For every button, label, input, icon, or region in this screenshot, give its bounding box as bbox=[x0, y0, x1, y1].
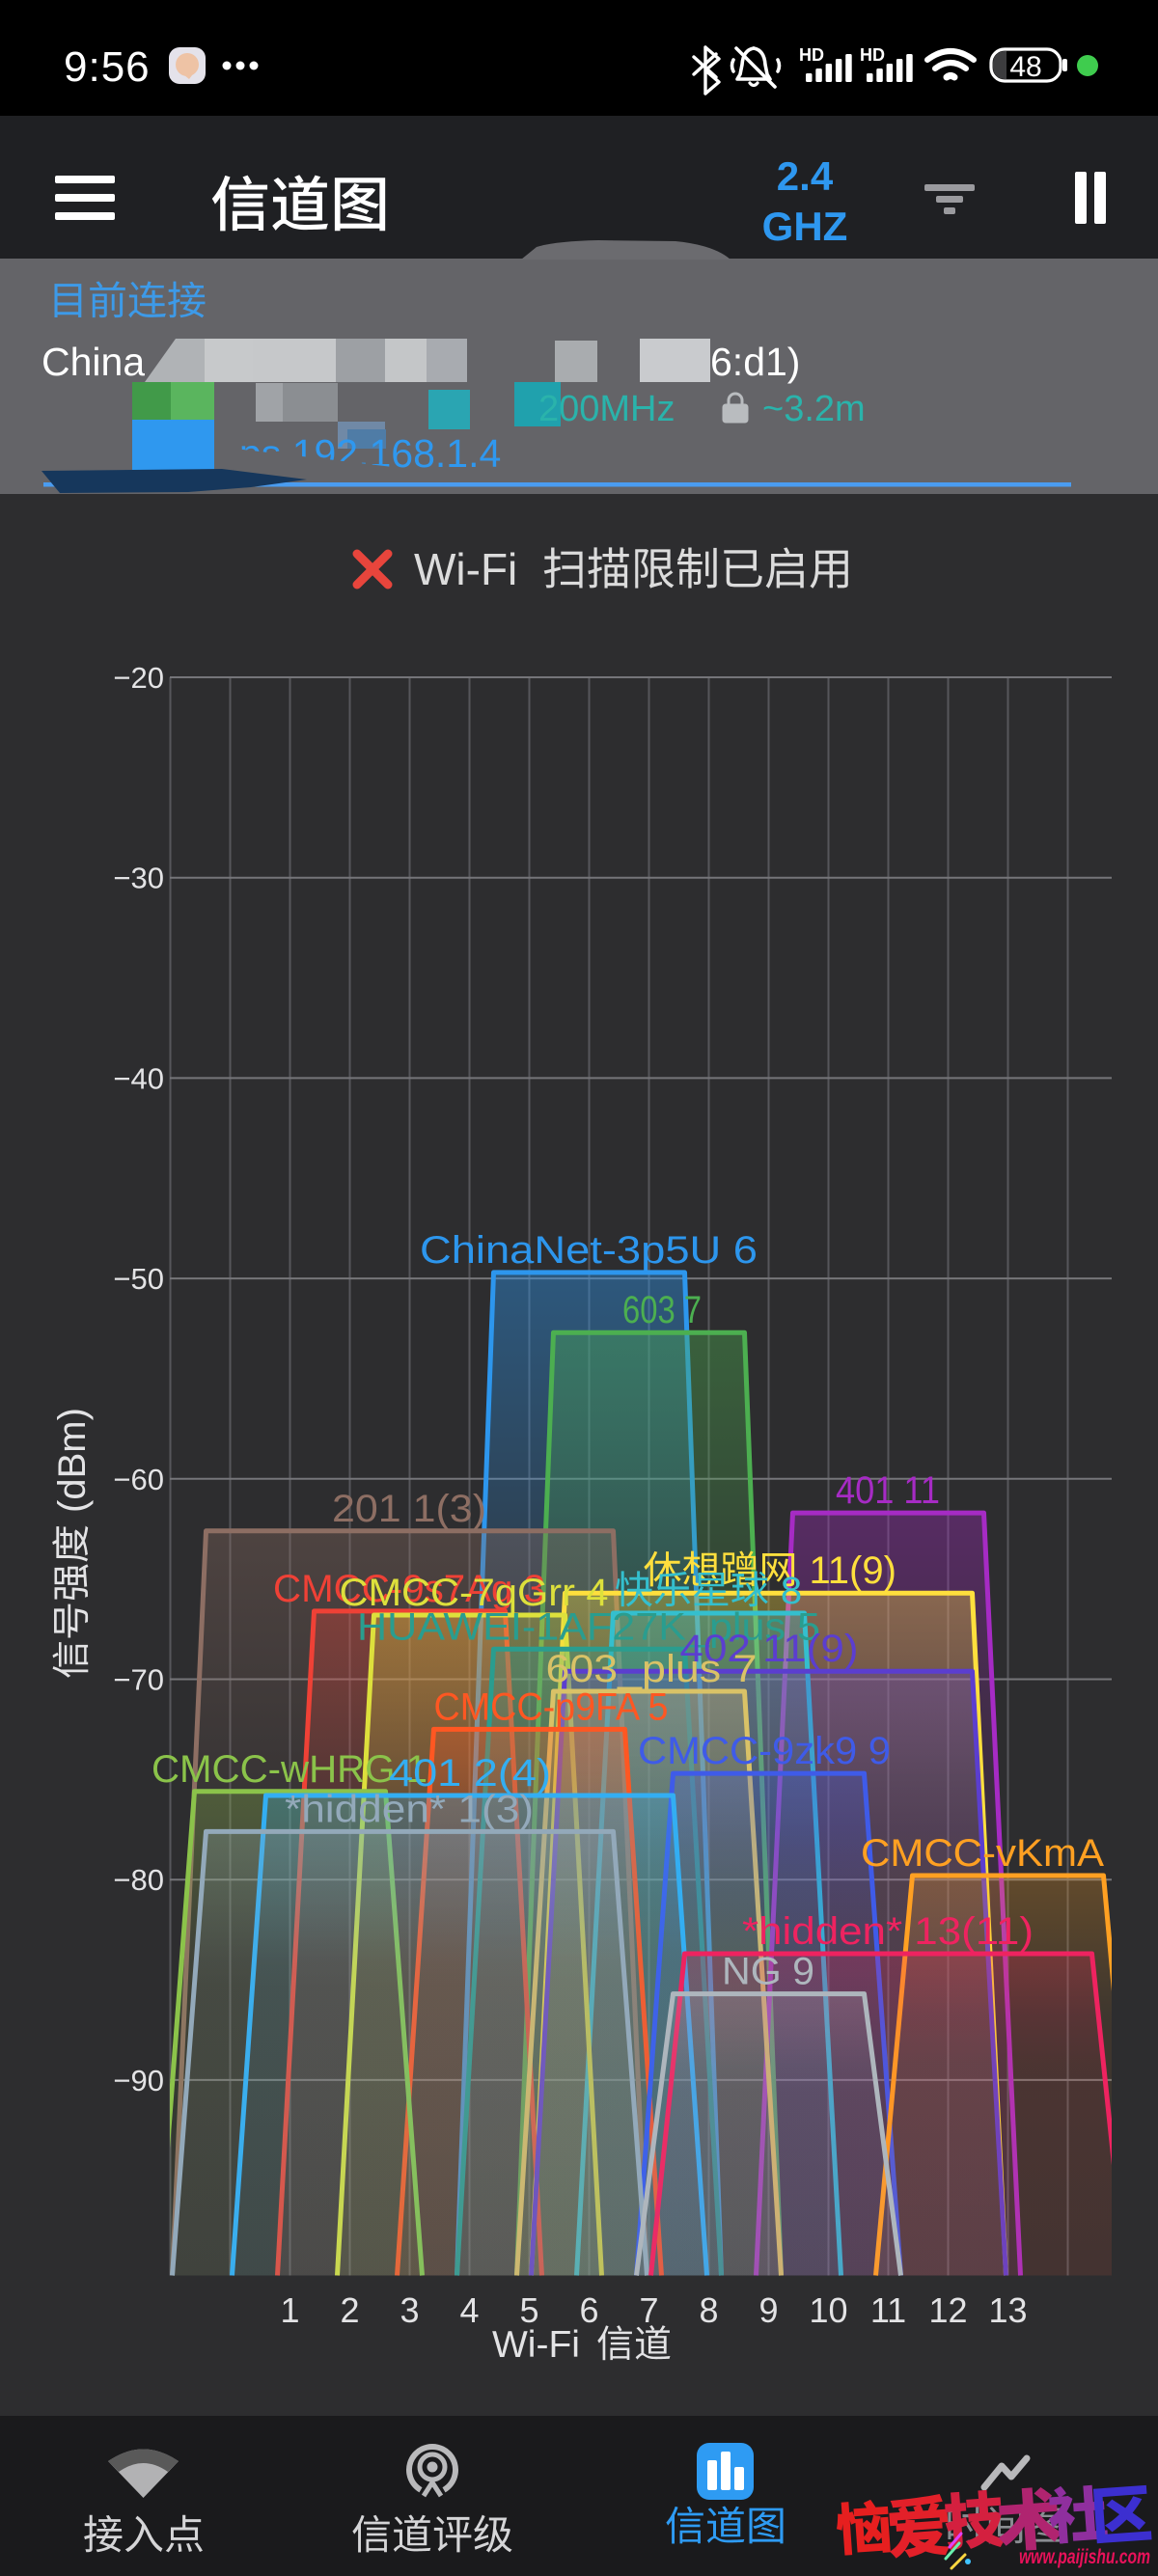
svg-text:*hidden* 13(11): *hidden* 13(11) bbox=[742, 1910, 1034, 1953]
svg-text:11: 11 bbox=[870, 2290, 906, 2330]
svg-text:Wi-Fi: Wi-Fi bbox=[414, 544, 517, 594]
svg-text:HUAWEI-1AF27K_plus 5: HUAWEI-1AF27K_plus 5 bbox=[357, 1605, 820, 1648]
svg-text:−70: −70 bbox=[113, 1663, 164, 1697]
svg-text:1: 1 bbox=[280, 2290, 299, 2330]
svg-text:11(9): 11(9) bbox=[810, 1549, 896, 1592]
svg-text:6: 6 bbox=[579, 2290, 598, 2330]
svg-text:CMCC-7qGrr 4: CMCC-7qGrr 4 bbox=[340, 1572, 609, 1614]
svg-text:8: 8 bbox=[699, 2290, 718, 2330]
svg-text:−20: −20 bbox=[113, 661, 164, 695]
svg-text:CMCC-9s7Ag 3: CMCC-9s7Ag 3 bbox=[273, 1568, 545, 1610]
svg-text:−80: −80 bbox=[113, 1863, 164, 1897]
svg-text:GHZ: GHZ bbox=[762, 204, 848, 249]
svg-text:9:56: 9:56 bbox=[64, 43, 151, 91]
svg-text:−60: −60 bbox=[113, 1463, 164, 1496]
svg-text:401 2(4): 401 2(4) bbox=[389, 1752, 551, 1795]
svg-text:Wi-Fi: Wi-Fi bbox=[492, 2324, 580, 2366]
svg-text:5: 5 bbox=[519, 2290, 538, 2330]
svg-text:~3.2m: ~3.2m bbox=[762, 389, 866, 429]
svg-text:7: 7 bbox=[639, 2290, 658, 2330]
svg-text:48: 48 bbox=[1009, 51, 1041, 83]
svg-text:ChinaNet-3p5U 6: ChinaNet-3p5U 6 bbox=[420, 1229, 758, 1272]
svg-text:HD: HD bbox=[799, 45, 824, 65]
svg-text:401 11: 401 11 bbox=[836, 1469, 940, 1512]
svg-text:200MHz: 200MHz bbox=[538, 389, 676, 429]
svg-text:CMCC-p9FA 5: CMCC-p9FA 5 bbox=[434, 1685, 669, 1728]
svg-text:HD: HD bbox=[860, 45, 885, 65]
svg-text:4: 4 bbox=[459, 2290, 479, 2330]
svg-text:201 1(3): 201 1(3) bbox=[332, 1488, 486, 1530]
svg-text:2.4: 2.4 bbox=[777, 153, 834, 199]
svg-text:CMCC-wHRG 1: CMCC-wHRG 1 bbox=[152, 1748, 427, 1791]
svg-text:2: 2 bbox=[340, 2290, 359, 2330]
svg-text:10: 10 bbox=[809, 2290, 847, 2330]
svg-text:China: China bbox=[41, 340, 145, 384]
svg-text:NG 9: NG 9 bbox=[722, 1951, 814, 1993]
svg-text:12: 12 bbox=[928, 2290, 967, 2330]
svg-text:CMCC-9zk9 9: CMCC-9zk9 9 bbox=[638, 1730, 891, 1772]
svg-text:−90: −90 bbox=[113, 2064, 164, 2097]
svg-text:CMCC-vKmA: CMCC-vKmA bbox=[861, 1832, 1104, 1875]
svg-text:−30: −30 bbox=[113, 862, 164, 895]
svg-text:6:d1): 6:d1) bbox=[710, 340, 800, 384]
svg-text:3: 3 bbox=[400, 2290, 419, 2330]
svg-text:8: 8 bbox=[781, 1570, 802, 1612]
svg-text:www.paijishu.com: www.paijishu.com bbox=[1019, 2546, 1150, 2568]
svg-text:402 11(9): 402 11(9) bbox=[680, 1628, 859, 1670]
svg-text:9: 9 bbox=[758, 2290, 778, 2330]
svg-text:−40: −40 bbox=[113, 1061, 164, 1095]
svg-text:603 7: 603 7 bbox=[622, 1289, 702, 1331]
svg-text:13: 13 bbox=[988, 2290, 1027, 2330]
svg-text:*hidden* 1(3): *hidden* 1(3) bbox=[285, 1788, 534, 1830]
svg-text:(dBm): (dBm) bbox=[51, 1408, 94, 1513]
svg-text:−50: −50 bbox=[113, 1262, 164, 1296]
svg-text:603_plus 7: 603_plus 7 bbox=[546, 1648, 758, 1690]
